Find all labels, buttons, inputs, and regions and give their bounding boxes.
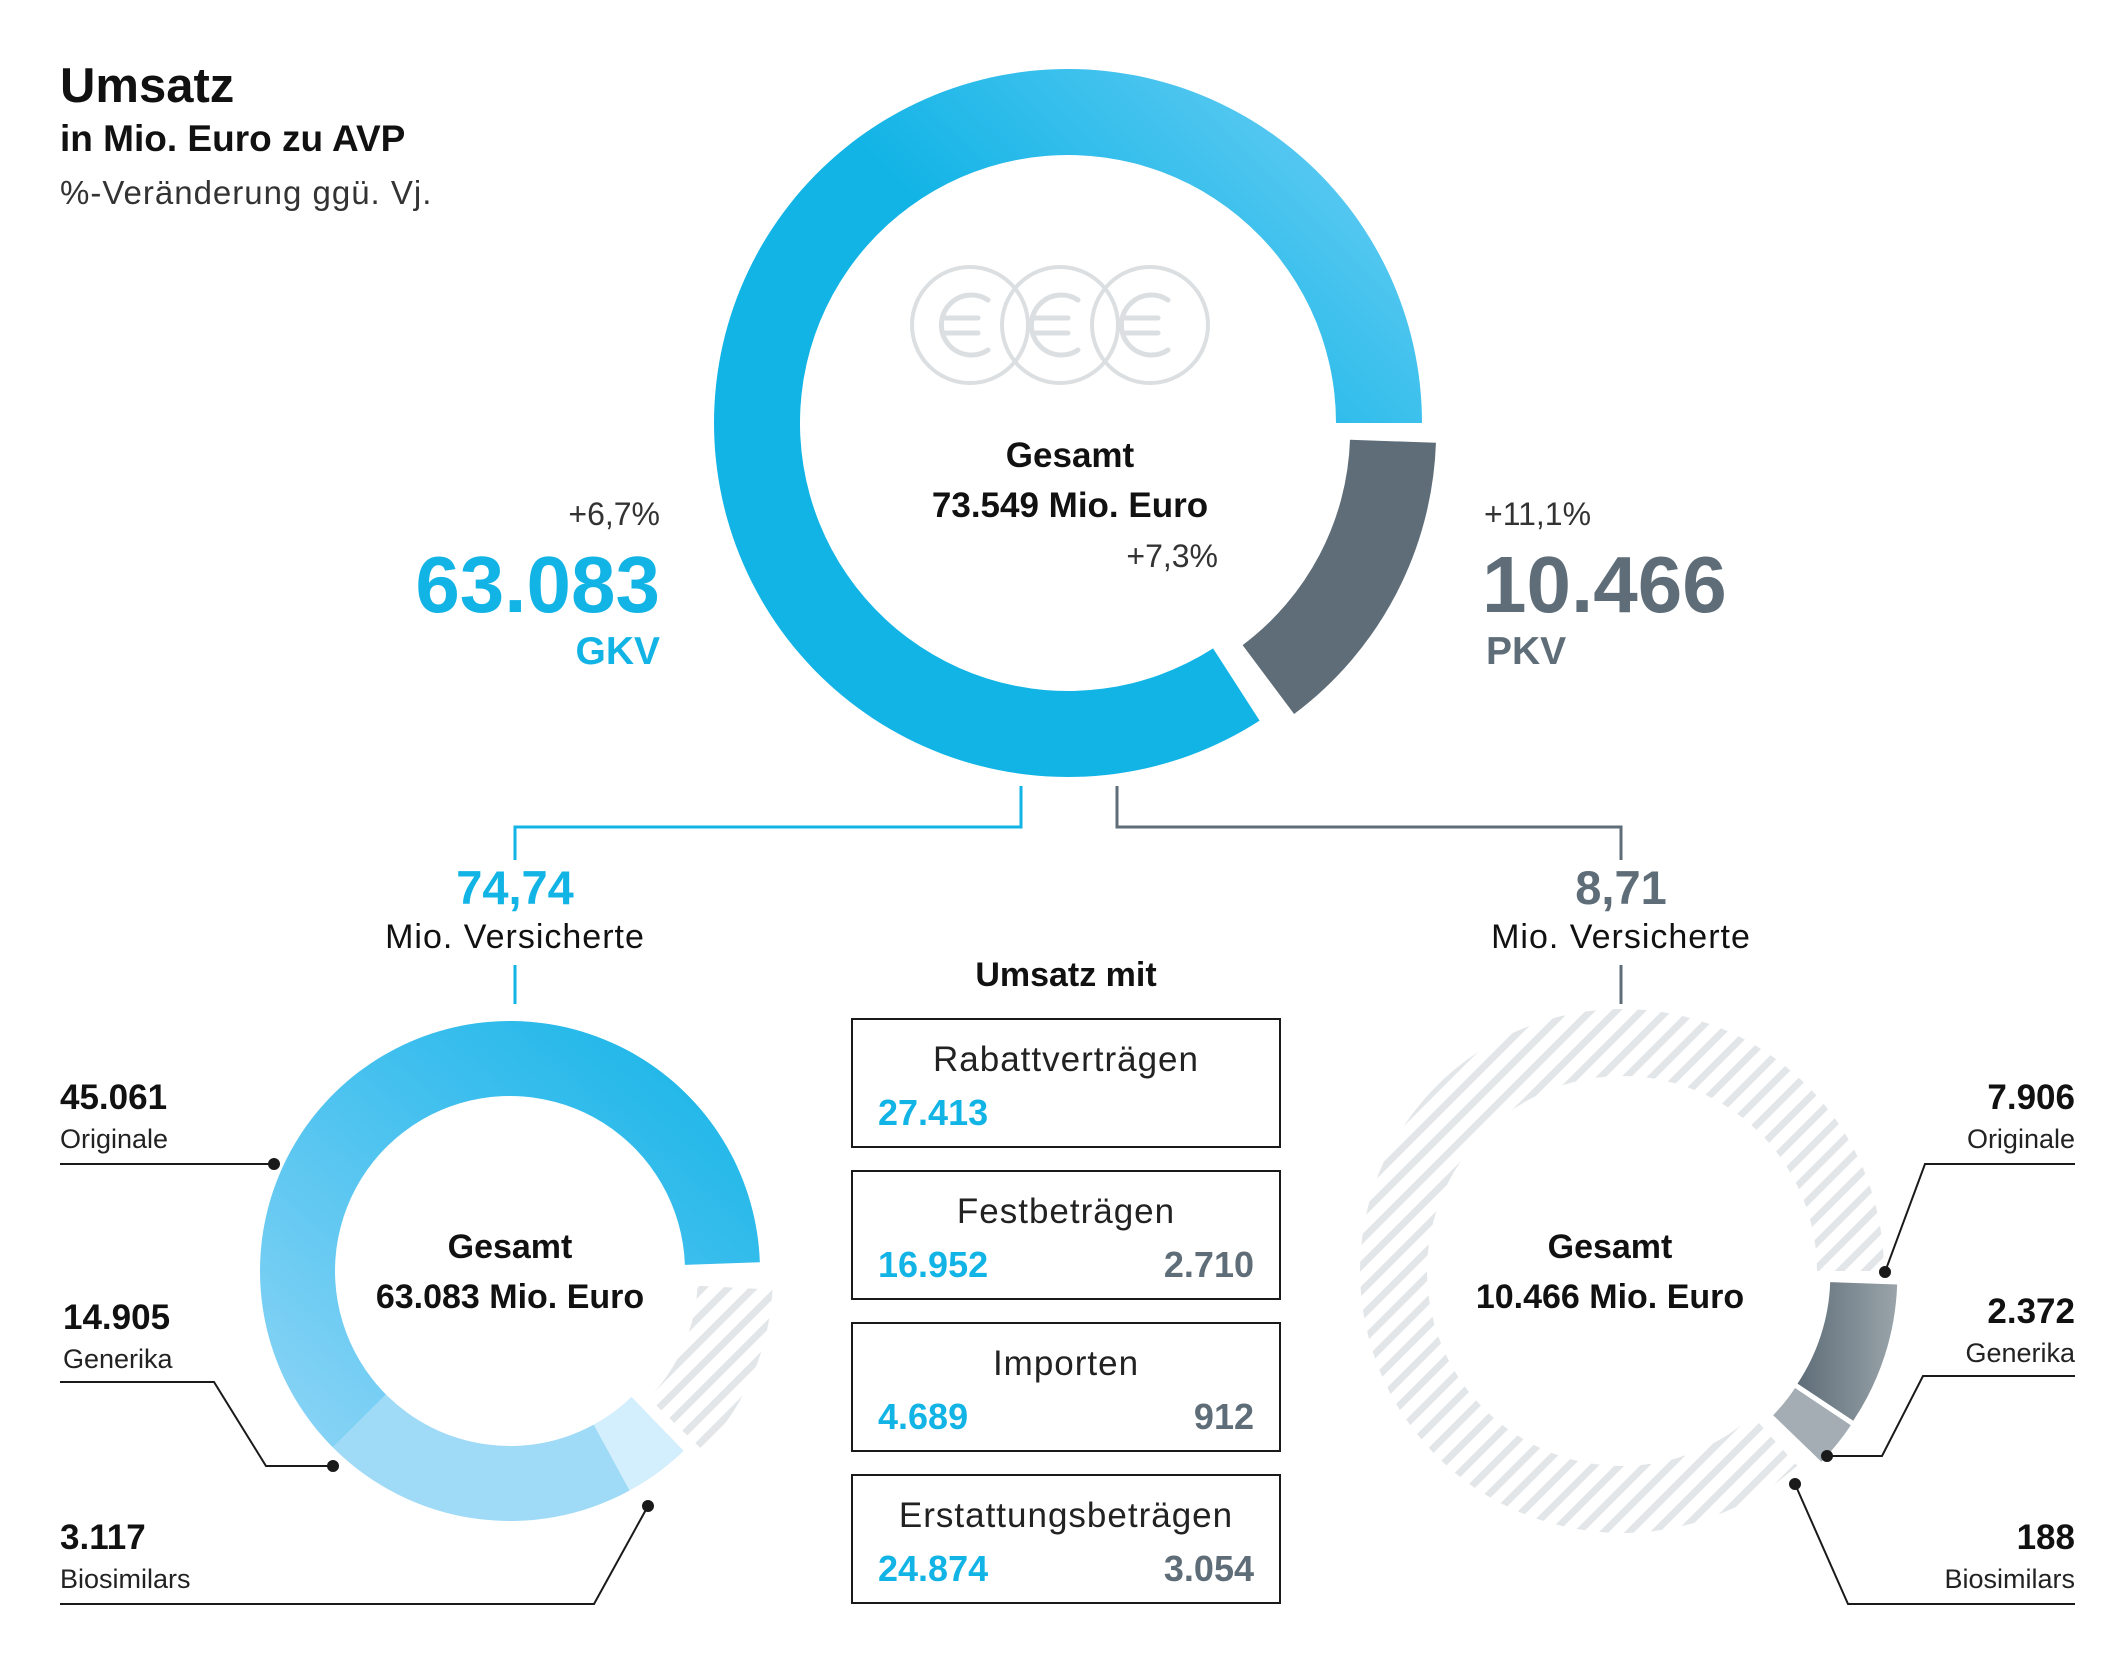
pkv-label: PKV xyxy=(1486,630,1567,673)
gkv-donut-center-title: Gesamt xyxy=(447,1228,573,1266)
gkv-originale-slice xyxy=(260,1021,760,1448)
chart-title: Umsatz xyxy=(60,59,235,113)
pkv-generika-slice xyxy=(1773,1388,1851,1462)
gkv-generika-value: 14.905 xyxy=(63,1298,171,1337)
main-donut xyxy=(713,69,1436,778)
gkv-donut-center-value: 63.083 Mio. Euro xyxy=(375,1278,645,1316)
pkv-change: +11,1% xyxy=(1484,496,1592,532)
gkv-generika-label: Generika xyxy=(63,1344,173,1374)
pkv-generika-value: 2.372 xyxy=(1987,1292,2075,1331)
main-center-value: 73.549 Mio. Euro xyxy=(931,486,1209,525)
change-note: %-Veränderung ggü. Vj. xyxy=(60,174,433,211)
umsatz-box-importe: Importen 4.689 912 xyxy=(851,1322,1281,1452)
pkv-generika-label: Generika xyxy=(1965,1338,2075,1368)
gkv-insured-label: Mio. Versicherte xyxy=(385,918,645,956)
gkv-donut xyxy=(260,1021,773,1521)
pkv-total-value: 10.466 xyxy=(1482,540,1727,629)
pkv-connector xyxy=(1115,786,1623,860)
umsatz-box-gkv-value: 24.874 xyxy=(878,1548,989,1589)
pkv-insured-value: 8,71 xyxy=(1575,861,1667,914)
gkv-originale-label: Originale xyxy=(60,1124,169,1154)
umsatz-box-label: Erstattungsbeträgen xyxy=(898,1496,1234,1535)
gkv-change: +6,7% xyxy=(568,496,660,532)
pkv-generika-dot xyxy=(1821,1450,1833,1462)
pkv-originale-dot xyxy=(1879,1266,1891,1278)
pkv-biosimilars-label: Biosimilars xyxy=(1944,1564,2075,1594)
gkv-connector xyxy=(513,786,1023,860)
umsatz-box-label: Importen xyxy=(992,1344,1140,1383)
umsatz-box-pkv-value: 912 xyxy=(1193,1396,1254,1437)
umsatz-box-festbetrag: Festbeträgen 16.952 2.710 xyxy=(851,1170,1281,1300)
gkv-originale-dot xyxy=(268,1158,280,1170)
pkv-biosimilars-leader xyxy=(1794,1483,2075,1605)
gkv-generika-dot xyxy=(327,1460,339,1472)
gkv-total-value: 63.083 xyxy=(415,540,660,629)
gkv-generika-slice xyxy=(332,1394,630,1521)
gkv-biosimilars-dot xyxy=(642,1500,654,1512)
pkv-donut-center-value: 10.466 Mio. Euro xyxy=(1475,1278,1745,1316)
gkv-biosimilars-leader xyxy=(60,1505,649,1605)
umsatz-box-label: Rabattverträgen xyxy=(933,1040,1199,1079)
gkv-generika-leader xyxy=(60,1381,333,1467)
gkv-biosimilars-slice xyxy=(593,1396,684,1491)
pkv-generika-leader xyxy=(1827,1375,2075,1457)
pkv-originale-slice xyxy=(1797,1282,1898,1421)
umsatz-box-pkv-value: 3.054 xyxy=(1163,1548,1254,1589)
umsatz-mit-heading: Umsatz mit xyxy=(975,956,1157,994)
main-center-change: +7,3% xyxy=(1126,538,1218,574)
gkv-label: GKV xyxy=(575,630,660,673)
pkv-insured-label: Mio. Versicherte xyxy=(1491,918,1751,956)
gkv-originale-value: 45.061 xyxy=(60,1078,168,1117)
umsatz-box-pkv-value: 2.710 xyxy=(1163,1244,1254,1285)
umsatz-box-rabatt: Rabattverträgen 27.413 xyxy=(851,1018,1281,1148)
umsatz-box-erstattung: Erstattungsbeträgen 24.874 3.054 xyxy=(851,1474,1281,1604)
umsatz-box-gkv-value: 4.689 xyxy=(878,1396,969,1437)
main-pkv-slice xyxy=(1242,439,1436,714)
gkv-biosimilars-label: Biosimilars xyxy=(60,1564,191,1594)
chart-subtitle: in Mio. Euro zu AVP xyxy=(60,118,406,159)
gkv-insured-value: 74,74 xyxy=(456,861,574,914)
pkv-biosimilars-value: 188 xyxy=(2016,1518,2075,1557)
pkv-biosimilars-dot xyxy=(1789,1478,1801,1490)
pkv-donut xyxy=(1360,1008,1898,1533)
pkv-originale-label: Originale xyxy=(1966,1124,2075,1154)
pkv-donut-gkv-remainder xyxy=(1360,1008,1884,1533)
umsatz-box-label: Festbeträgen xyxy=(956,1192,1176,1231)
pkv-originale-leader xyxy=(1884,1163,2075,1273)
gkv-biosimilars-value: 3.117 xyxy=(60,1518,146,1557)
pkv-originale-value: 7.906 xyxy=(1987,1078,2075,1117)
umsatz-box-gkv-value: 16.952 xyxy=(878,1244,989,1285)
umsatz-box-gkv-value: 27.413 xyxy=(878,1092,989,1133)
euro-coins-icon xyxy=(910,265,1210,385)
gkv-donut-pkv-remainder xyxy=(648,1285,773,1451)
main-center-title: Gesamt xyxy=(1005,436,1135,475)
pkv-donut-center-title: Gesamt xyxy=(1547,1228,1673,1266)
